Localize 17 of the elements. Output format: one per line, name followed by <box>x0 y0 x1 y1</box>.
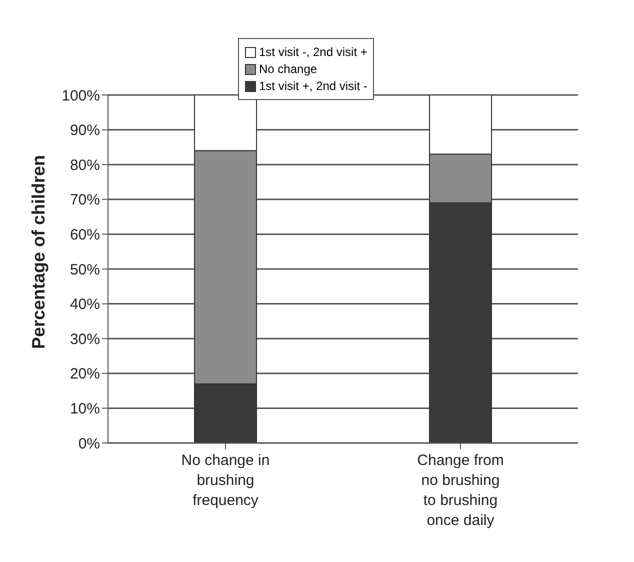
y-tick-label: 70% <box>70 192 100 209</box>
x-tick-label: Change from no brushing to brushing once daily <box>417 452 504 529</box>
y-tick-label: 0% <box>78 435 100 452</box>
y-tick-label: 10% <box>70 400 100 418</box>
y-tick-label: 100% <box>62 87 100 104</box>
y-tick-label: 40% <box>70 296 100 314</box>
y-axis-title: Percentage of children <box>28 154 48 349</box>
y-tick-label: 90% <box>70 122 100 140</box>
y-tick-label: 30% <box>70 330 100 348</box>
legend-label: 1st visit +, 2nd visit - <box>259 79 368 93</box>
x-tick-label: No change in brushing frequency <box>181 452 270 509</box>
y-tick-label: 60% <box>70 226 100 244</box>
legend-label: 1st visit -, 2nd visit + <box>259 45 368 59</box>
legend-label: No change <box>259 62 318 76</box>
y-tick-label: 50% <box>70 261 100 278</box>
y-tick-label: 80% <box>70 156 100 174</box>
y-tick-label: 20% <box>70 366 100 383</box>
